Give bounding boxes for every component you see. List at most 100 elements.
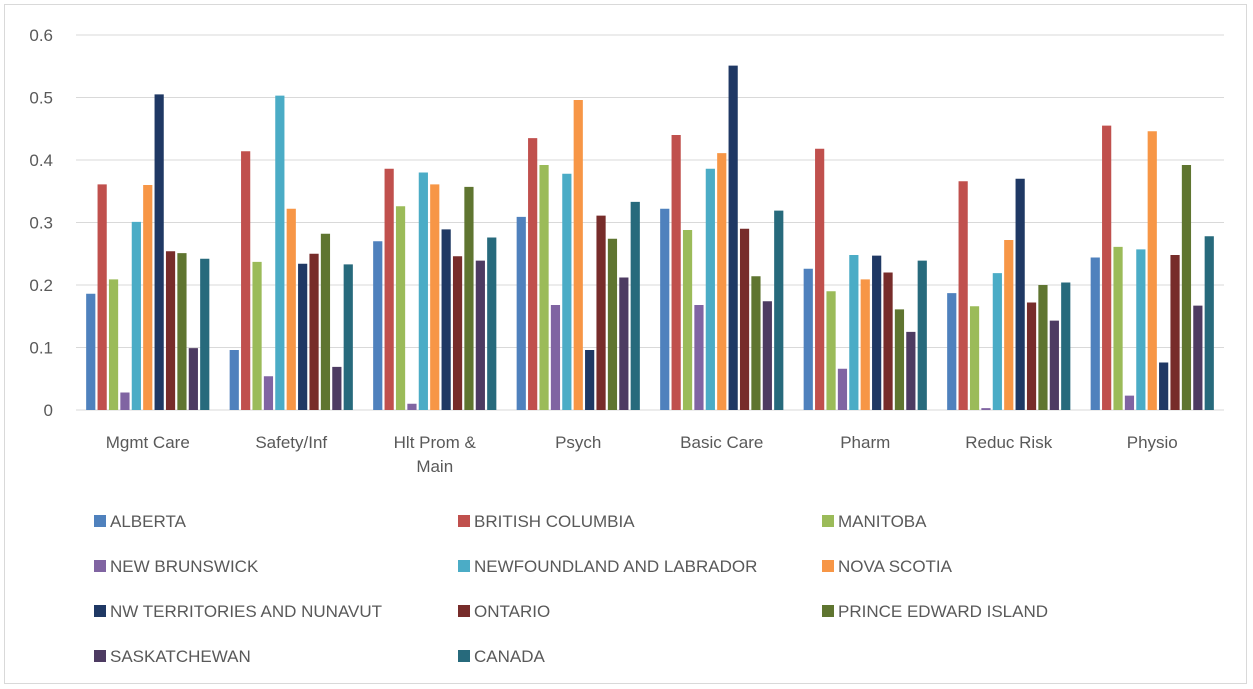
bar [739,228,750,410]
bar [607,238,618,410]
bar [1181,165,1192,410]
y-tick-label: 0.2 [29,276,53,295]
legend-label: CANADA [474,647,546,666]
bar [332,366,342,411]
legend-swatch [822,515,834,527]
legend-item: NEW BRUNSWICK [94,557,259,576]
bar [573,100,583,410]
bar [883,272,893,410]
bar [717,153,727,411]
legend-item: BRITISH COLUMBIA [458,512,635,531]
bar [837,368,848,410]
legend-label: NW TERRITORIES AND NUNAVUT [110,602,382,621]
bar [1102,125,1112,411]
bar [774,210,784,410]
bar [1124,395,1135,411]
bar [286,208,296,410]
bar [803,268,813,410]
bar [343,264,353,411]
bars [86,65,1214,411]
bar [188,348,198,411]
y-tick-label: 0.3 [29,214,53,233]
bar [550,305,561,410]
bar [596,215,606,411]
legend-swatch [458,605,470,617]
bar [200,258,210,410]
legend-item: MANITOBA [822,512,927,531]
bar [528,138,538,411]
x-tick-label: Reduc Risk [965,433,1052,452]
legend-swatch [822,560,834,572]
legend-label: NEWFOUNDLAND AND LABRADOR [474,557,757,576]
bar [452,256,463,410]
bar [252,261,262,411]
bar [177,253,187,411]
bar [298,263,308,410]
bar [1204,236,1214,410]
bar [441,229,451,411]
legend-item: ALBERTA [94,512,187,531]
bar [384,168,394,410]
bar [728,65,738,411]
y-tick-label: 0.4 [29,151,53,170]
legend-label: ALBERTA [110,512,187,531]
bar [120,392,130,410]
bar [660,208,670,410]
legend-swatch [822,605,834,617]
bar [464,186,474,411]
legend-item: ONTARIO [458,602,550,621]
legend-item: NW TERRITORIES AND NUNAVUT [94,602,382,621]
y-tick-label: 0.1 [29,339,53,358]
bar [320,233,331,410]
bar [154,94,164,411]
legend-swatch [458,560,470,572]
bar [241,151,251,410]
bar [585,350,595,410]
legend-item: NOVA SCOTIA [822,557,953,576]
bar [1113,246,1123,410]
bar [539,165,549,410]
bar [475,260,485,411]
bar [1015,178,1025,410]
bar [86,293,96,410]
legend-item: CANADA [458,647,546,666]
legend-label: PRINCE EDWARD ISLAND [838,602,1048,621]
bar [981,408,991,411]
x-tick-label: Hlt Prom & Main [394,433,477,476]
chart-area [4,4,1247,684]
y-tick-label: 0.5 [29,89,53,108]
y-tick-label: 0 [44,401,53,420]
bar [516,216,526,411]
bar [143,185,153,410]
bar [108,279,119,411]
bar [906,331,916,411]
bar [1090,257,1100,410]
bar [275,95,285,411]
legend-label: NEW BRUNSWICK [110,557,259,576]
x-tick-label: Psych [555,433,601,452]
legend-label: NOVA SCOTIA [838,557,953,576]
legend: ALBERTA BRITISH COLUMBIA MANITOBA NEW BRUNS… [94,512,1048,666]
bar [1159,362,1169,410]
bar [430,184,440,411]
bar [751,276,761,410]
bar [958,181,968,410]
bar [1038,285,1048,410]
bar [1147,131,1157,410]
bar [1136,249,1146,411]
bar [762,301,772,410]
bar [309,253,319,410]
legend-swatch [458,650,470,662]
bar [1004,240,1014,410]
bar [487,237,497,410]
bar [1026,302,1037,410]
legend-label: SASKATCHEWAN [110,647,251,666]
bar [131,221,141,410]
bar [619,277,629,410]
x-tick-label: Mgmt Care [106,433,190,452]
bar [671,135,681,410]
bar [1049,320,1059,411]
x-tick-label: Safety/Inf [255,433,327,452]
x-tick-label: Basic Care [680,433,763,452]
bar [562,173,572,410]
